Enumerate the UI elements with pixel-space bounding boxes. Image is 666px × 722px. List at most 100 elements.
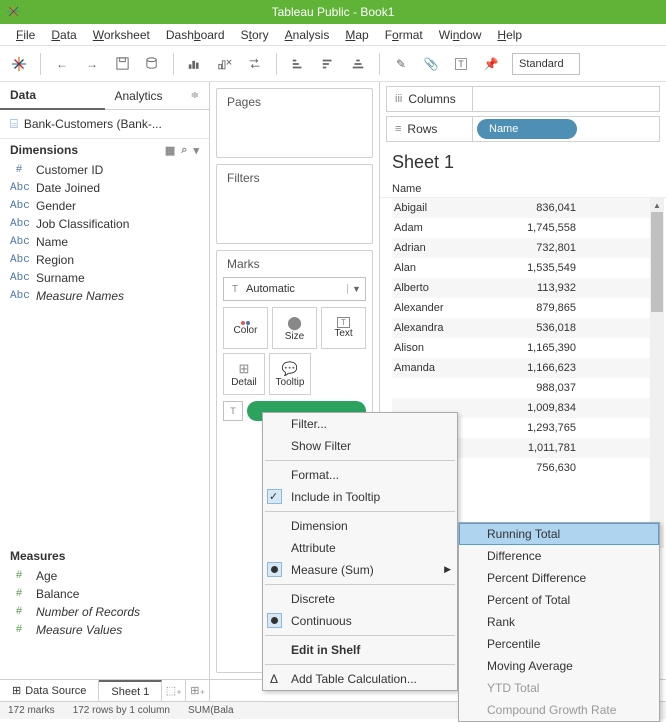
scroll-up-icon[interactable]: ▲ [650, 198, 664, 212]
table-row[interactable]: Adrian732,801 [392, 238, 662, 258]
tab-sheet1[interactable]: Sheet 1 [99, 680, 162, 701]
cm-percent-difference[interactable]: Percent Difference [459, 567, 659, 589]
table-row[interactable]: Alan1,535,549 [392, 258, 662, 278]
forward-icon[interactable]: → [79, 51, 105, 77]
menu-map[interactable]: Map [337, 26, 376, 44]
mark-color[interactable]: Color [223, 307, 268, 349]
table-row[interactable]: Amanda1,166,623 [392, 358, 662, 378]
rows-shelf[interactable]: ≡Rows Name [386, 116, 660, 142]
cm-running-total[interactable]: Running Total [459, 523, 659, 545]
cm-percent-total[interactable]: Percent of Total [459, 589, 659, 611]
menu-analysis[interactable]: Analysis [277, 26, 338, 44]
cm-difference[interactable]: Difference [459, 545, 659, 567]
search-icon[interactable]: ⌕ [181, 144, 187, 157]
pill-text-icon[interactable]: T [223, 401, 243, 421]
back-icon[interactable]: ← [49, 51, 75, 77]
menu-worksheet[interactable]: Worksheet [85, 26, 158, 44]
sort-desc-icon[interactable] [315, 51, 341, 77]
table-row[interactable]: Alexander879,865 [392, 298, 662, 318]
new-dashboard-icon[interactable]: ⊞₊ [186, 680, 210, 701]
cm-measure[interactable]: Measure (Sum)▶ [263, 559, 457, 581]
mark-tooltip[interactable]: 💬Tooltip [269, 353, 311, 395]
tab-analytics[interactable]: Analytics≑ [105, 82, 210, 109]
field-item[interactable]: AbcGender [4, 197, 205, 215]
field-item[interactable]: #Measure Values [4, 621, 205, 639]
cm-continuous[interactable]: Continuous [263, 610, 457, 632]
menu-window[interactable]: Window [431, 26, 490, 44]
cm-filter[interactable]: Filter... [263, 413, 457, 435]
field-item[interactable]: AbcDate Joined [4, 179, 205, 197]
cm-dimension[interactable]: Dimension [263, 515, 457, 537]
pin-icon[interactable]: 📌 [478, 51, 504, 77]
sort-asc-icon[interactable] [285, 51, 311, 77]
cm-format[interactable]: Format... [263, 464, 457, 486]
attachment-icon[interactable]: 📎 [418, 51, 444, 77]
tab-data[interactable]: Data [0, 82, 105, 110]
field-item[interactable]: #Balance [4, 585, 205, 603]
field-item[interactable]: AbcRegion [4, 251, 205, 269]
table-row[interactable]: Alexandra536,018 [392, 318, 662, 338]
clear-sheet-icon[interactable] [212, 51, 238, 77]
field-item[interactable]: AbcName [4, 233, 205, 251]
table-row[interactable]: Alberto113,932 [392, 278, 662, 298]
label-icon[interactable]: T [448, 51, 474, 77]
swap-icon[interactable] [242, 51, 268, 77]
cm-attribute[interactable]: Attribute [263, 537, 457, 559]
table-row[interactable]: Adam1,745,558 [392, 218, 662, 238]
cm-include-tooltip[interactable]: ✓Include in Tooltip [263, 486, 457, 508]
tableau-icon[interactable] [6, 51, 32, 77]
save-icon[interactable] [109, 51, 135, 77]
fit-dropdown[interactable]: Standard [512, 53, 580, 75]
cm-edit-shelf[interactable]: Edit in Shelf [263, 639, 457, 661]
menu-dashboard[interactable]: Dashboard [158, 26, 233, 44]
mark-text[interactable]: TText [321, 307, 366, 349]
view-icon[interactable]: ▦ [165, 144, 175, 157]
cm-percentile[interactable]: Percentile [459, 633, 659, 655]
tab-data-source[interactable]: ⊞Data Source [0, 680, 99, 701]
filters-card[interactable]: Filters [216, 164, 373, 244]
text-icon: T [337, 317, 350, 328]
cm-show-filter[interactable]: Show Filter [263, 435, 457, 457]
new-datasource-icon[interactable] [139, 51, 165, 77]
table-row[interactable]: Alison1,165,390 [392, 338, 662, 358]
menu-data[interactable]: Data [43, 26, 84, 44]
field-item[interactable]: #Number of Records [4, 603, 205, 621]
mark-detail[interactable]: ⊞Detail [223, 353, 265, 395]
cm-add-table-calc[interactable]: ΔAdd Table Calculation... [263, 668, 457, 690]
status-rows: 172 rows by 1 column [73, 705, 170, 716]
rows-pill[interactable]: Name [477, 119, 577, 139]
mark-size[interactable]: ⬤Size [272, 307, 317, 349]
field-item[interactable]: #Age [4, 567, 205, 585]
table-row[interactable]: 988,037 [392, 378, 662, 398]
menu-file[interactable]: File [8, 26, 43, 44]
sheet-title[interactable]: Sheet 1 [380, 146, 666, 181]
field-label: Date Joined [36, 181, 100, 195]
menu-story[interactable]: Story [233, 26, 277, 44]
datasource-row[interactable]: ⌸ Bank-Customers (Bank-... [0, 110, 209, 139]
cm-discrete[interactable]: Discrete [263, 588, 457, 610]
mark-type-select[interactable]: T Automatic ▼ [223, 277, 366, 301]
menu-format[interactable]: Format [377, 26, 431, 44]
sort-icon[interactable] [345, 51, 371, 77]
pages-card[interactable]: Pages [216, 88, 373, 158]
field-item[interactable]: #Customer ID [4, 161, 205, 179]
field-type-icon: Abc [10, 254, 28, 266]
tableau-logo-icon [6, 4, 21, 19]
field-item[interactable]: AbcMeasure Names [4, 287, 205, 305]
field-label: Job Classification [36, 217, 129, 231]
table-row[interactable]: Abigail836,041 [392, 198, 662, 218]
columns-shelf[interactable]: iiiColumns [386, 86, 660, 112]
cm-rank[interactable]: Rank [459, 611, 659, 633]
dropdown-icon[interactable]: ▾ [193, 144, 199, 157]
cm-moving-average[interactable]: Moving Average [459, 655, 659, 677]
field-item[interactable]: AbcSurname [4, 269, 205, 287]
new-worksheet-icon[interactable]: ⬚₊ [162, 680, 186, 701]
field-item[interactable]: AbcJob Classification [4, 215, 205, 233]
menu-help[interactable]: Help [489, 26, 530, 44]
field-type-icon: # [10, 606, 28, 618]
new-sheet-icon[interactable] [182, 51, 208, 77]
highlight-icon[interactable]: ✎ [388, 51, 414, 77]
scroll-thumb[interactable] [651, 212, 663, 312]
status-marks: 172 marks [8, 705, 55, 716]
scrollbar[interactable]: ▲ [650, 198, 664, 548]
